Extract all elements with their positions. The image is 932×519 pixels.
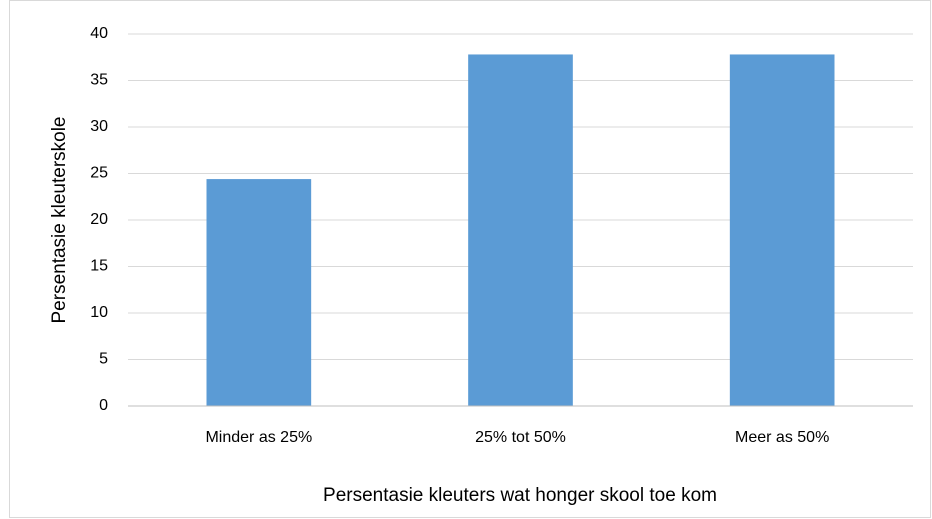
x-tick-label: Meer as 50%: [735, 429, 829, 446]
bar: [729, 54, 835, 407]
y-tick-label: 20: [90, 211, 108, 228]
bar: [468, 54, 573, 407]
y-tick-label: 40: [90, 25, 108, 42]
y-tick-label: 0: [99, 397, 108, 414]
y-tick-label: 30: [90, 118, 108, 135]
x-tick-label: Minder as 25%: [205, 429, 312, 446]
x-axis-title: Persentasie kleuters wat honger skool to…: [323, 485, 717, 506]
y-tick-label: 10: [90, 304, 108, 321]
y-tick-label: 35: [90, 72, 108, 89]
y-axis-title: Persentasie kleuterskole: [49, 117, 70, 324]
y-tick-label: 15: [90, 258, 108, 275]
x-tick-label: 25% tot 50%: [475, 429, 566, 446]
y-tick-label: 25: [90, 165, 108, 182]
bar: [206, 179, 312, 406]
y-tick-label: 5: [99, 351, 108, 368]
